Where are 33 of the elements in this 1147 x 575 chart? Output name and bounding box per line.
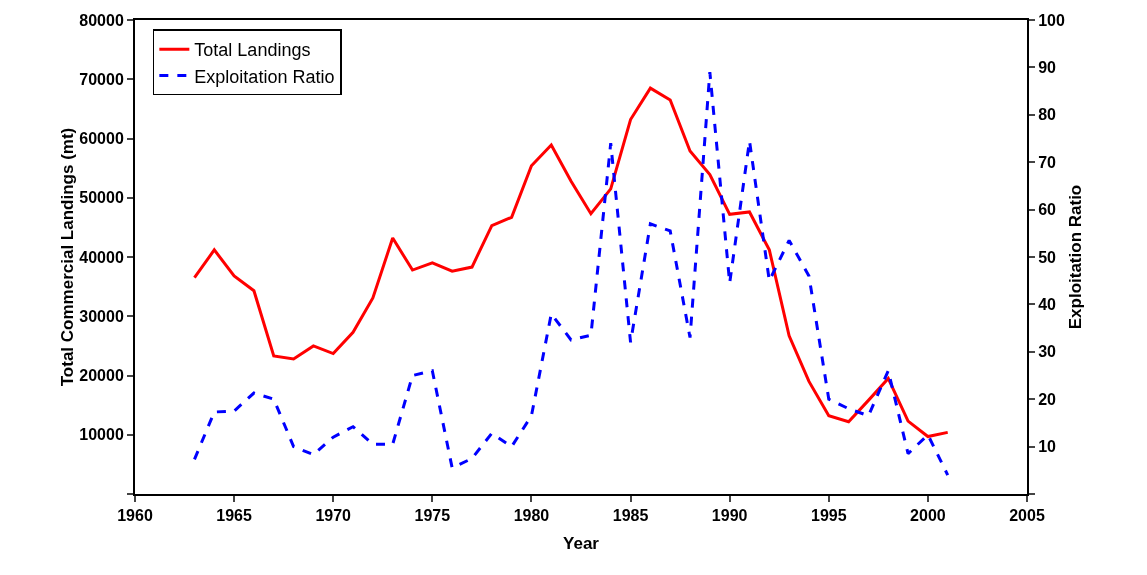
x-tick-label: 1960 [117,507,153,525]
x-tick-label: 1995 [810,507,847,525]
y-tick-label: 30000 [79,307,124,325]
y2-tick-label: 30 [1038,343,1057,361]
x-tick-label: 1985 [612,507,649,525]
y-tick-label: 60000 [79,130,124,148]
y2-tick-label: 10 [1038,438,1057,456]
x-axis-title: Year [563,534,600,554]
y-tick-label: 10000 [79,426,124,444]
y2-tick-label: 80 [1038,106,1057,124]
y2-tick-label: 20 [1038,390,1057,408]
x-tick-label: 1990 [711,507,748,525]
y2-tick-label: 50 [1038,248,1057,266]
y-tick-label: 80000 [79,11,124,29]
y-tick-label: 70000 [79,70,124,88]
y2-tick-label: 90 [1038,59,1057,76]
y2-tick-label: 100 [1038,11,1065,29]
legend-label: Exploitation Ratio [194,66,335,87]
y2-axis-title: Exploitation Ratio [1065,184,1085,330]
y2-tick-label: 40 [1038,296,1057,313]
y-tick-label: 50000 [79,189,124,207]
y-tick-label: 20000 [79,367,124,385]
y-tick-label: 40000 [79,248,124,266]
x-tick-label: 1980 [513,507,550,525]
y2-tick-label: 60 [1038,201,1057,219]
x-tick-label: 1965 [216,507,253,525]
legend-label: Total Landings [194,40,311,61]
y-axis-title: Total Commercial Landings (mt) [58,127,78,387]
x-tick-label: 2005 [1009,507,1045,525]
x-tick-label: 1975 [414,507,451,525]
x-tick-label: 1970 [315,507,352,525]
x-tick-label: 2000 [910,507,946,525]
y2-tick-label: 70 [1038,153,1057,171]
